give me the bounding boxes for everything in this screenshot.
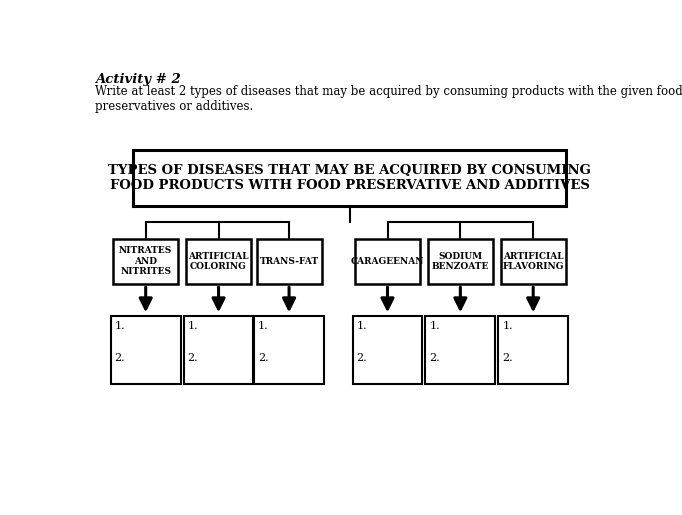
Bar <box>353 316 422 384</box>
Bar <box>183 316 254 384</box>
Bar <box>426 316 495 384</box>
Text: 2.: 2. <box>258 353 269 363</box>
Text: 2.: 2. <box>115 353 125 363</box>
Text: ARTIFICIAL
FLAVORING: ARTIFICIAL FLAVORING <box>503 251 564 271</box>
Bar <box>110 316 181 384</box>
Text: 1.: 1. <box>357 320 367 331</box>
Bar <box>186 239 251 284</box>
Text: SODIUM
BENZOATE: SODIUM BENZOATE <box>432 251 489 271</box>
Text: NITRATES
AND
NITRITES: NITRATES AND NITRITES <box>119 246 173 276</box>
Text: 1.: 1. <box>502 320 513 331</box>
Text: 2.: 2. <box>502 353 513 363</box>
Text: Activity # 2: Activity # 2 <box>95 73 180 85</box>
Text: CARAGEENAN: CARAGEENAN <box>351 257 424 266</box>
Text: 2.: 2. <box>357 353 367 363</box>
Text: 2.: 2. <box>188 353 198 363</box>
Bar <box>133 150 566 206</box>
Bar <box>113 239 178 284</box>
Text: 1.: 1. <box>115 320 125 331</box>
Text: 1.: 1. <box>430 320 440 331</box>
Text: ARTIFICIAL
COLORING: ARTIFICIAL COLORING <box>188 251 249 271</box>
Text: Write at least 2 types of diseases that may be acquired by consuming products wi: Write at least 2 types of diseases that … <box>95 85 682 113</box>
Bar <box>254 316 324 384</box>
Text: TYPES OF DISEASES THAT MAY BE ACQUIRED BY CONSUMING
FOOD PRODUCTS WITH FOOD PRES: TYPES OF DISEASES THAT MAY BE ACQUIRED B… <box>108 164 591 192</box>
Bar <box>256 239 322 284</box>
Text: 1.: 1. <box>188 320 198 331</box>
Bar <box>428 239 493 284</box>
Bar <box>499 316 568 384</box>
Bar <box>501 239 566 284</box>
Bar <box>355 239 420 284</box>
Text: 2.: 2. <box>430 353 440 363</box>
Text: 1.: 1. <box>258 320 269 331</box>
Text: TRANS-FAT: TRANS-FAT <box>260 257 318 266</box>
